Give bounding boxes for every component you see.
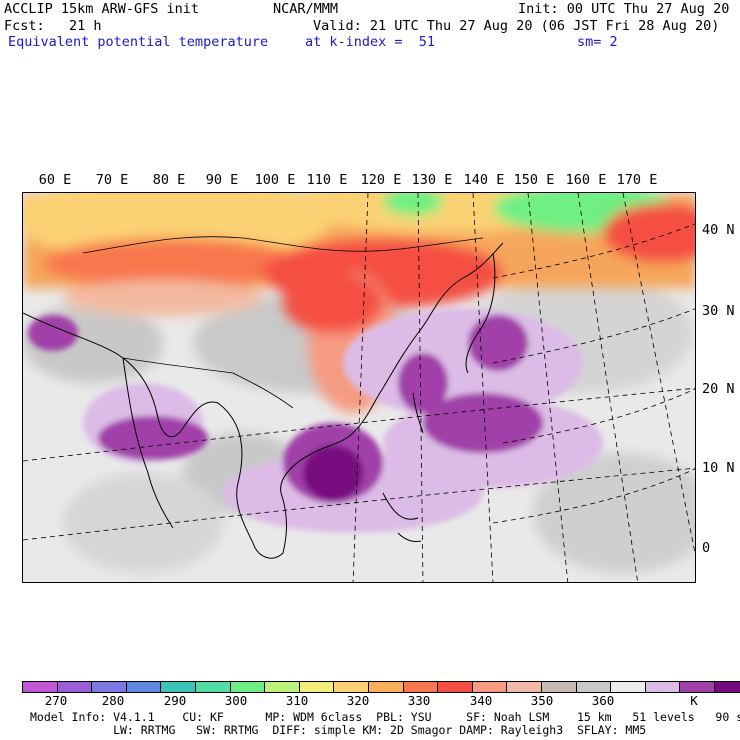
colorbar-swatch <box>438 682 473 692</box>
model-info-line1: Model Info: V4.1.1 CU: KF MP: WDM 6class… <box>30 710 740 724</box>
lon-label-150e: 150 E <box>513 172 555 188</box>
colorbar-label: 300 <box>224 693 248 708</box>
colorbar-swatch <box>680 682 715 692</box>
colorbar-unit: K <box>690 693 698 708</box>
northern-zones <box>23 193 695 413</box>
colorbar-swatch <box>472 682 508 692</box>
lon-label-80e: 80 E <box>152 172 186 188</box>
lon-label-70e: 70 E <box>95 172 129 188</box>
colorbar-swatch <box>161 682 196 692</box>
colorbar <box>22 681 740 693</box>
lat-label-0: 0 <box>702 540 711 556</box>
colorbar-swatch <box>611 682 646 692</box>
colorbar-swatch <box>92 682 127 692</box>
lon-label-170e: 170 E <box>616 172 658 188</box>
colorbar-swatch <box>541 682 577 692</box>
lon-label-90e: 90 E <box>205 172 239 188</box>
org-label: NCAR/MMM <box>273 1 339 17</box>
colorbar-swatch <box>645 682 681 692</box>
lon-label-60e: 60 E <box>38 172 72 188</box>
colorbar-swatch <box>368 682 404 692</box>
valid-time: Valid: 21 UTC Thu 27 Aug 20 (06 JST Fri … <box>313 18 720 34</box>
colorbar-swatch <box>299 682 335 692</box>
lon-label-110e: 110 E <box>306 172 348 188</box>
model-info-line2: LW: RRTMG SW: RRTMG DIFF: simple KM: 2D … <box>30 723 647 737</box>
colorbar-swatch <box>403 682 439 692</box>
colorbar-swatch <box>195 682 231 692</box>
forecast-hour: Fcst: 21 h <box>4 18 102 34</box>
colorbar-swatch <box>714 682 740 692</box>
colorbar-swatch <box>57 682 93 692</box>
colorbar-label: 340 <box>469 693 493 708</box>
colorbar-swatch <box>507 682 542 692</box>
init-time: Init: 00 UTC Thu 27 Aug 20 <box>518 1 730 17</box>
lat-label-20n: 20 N <box>702 381 735 397</box>
colorbar-swatch <box>126 682 162 692</box>
lon-label-160e: 160 E <box>565 172 607 188</box>
graticule <box>23 193 695 582</box>
colorbar-label: 280 <box>101 693 125 708</box>
coastlines <box>23 242 504 559</box>
lon-label-130e: 130 E <box>411 172 453 188</box>
colorbar-label: 360 <box>591 693 615 708</box>
colorbar-label: 290 <box>163 693 187 708</box>
theta-e-map <box>23 193 695 582</box>
level-index: at k-index = 51 <box>305 34 436 50</box>
colorbar-label: 320 <box>346 693 370 708</box>
lat-label-10n: 10 N <box>702 460 735 476</box>
smoothing-label: sm= 2 <box>577 34 618 50</box>
lat-label-30n: 30 N <box>702 303 735 319</box>
field-name: Equivalent potential temperature <box>8 34 269 50</box>
model-title: ACCLIP 15km ARW-GFS init <box>4 1 200 17</box>
lon-label-100e: 100 E <box>254 172 296 188</box>
colorbar-swatch <box>576 682 612 692</box>
colorbar-swatch <box>23 682 58 692</box>
colorbar-swatch <box>265 682 300 692</box>
colorbar-swatch <box>334 682 369 692</box>
colorbar-swatch <box>230 682 266 692</box>
lon-label-120e: 120 E <box>360 172 402 188</box>
colorbar-label: 310 <box>285 693 309 708</box>
moist-zones <box>28 308 603 533</box>
colorbar-label: 330 <box>407 693 431 708</box>
map-panel <box>22 192 696 583</box>
lon-label-140e: 140 E <box>463 172 505 188</box>
lat-label-40n: 40 N <box>702 222 735 238</box>
colorbar-label: 270 <box>44 693 68 708</box>
colorbar-label: 350 <box>530 693 554 708</box>
borders <box>82 236 484 409</box>
